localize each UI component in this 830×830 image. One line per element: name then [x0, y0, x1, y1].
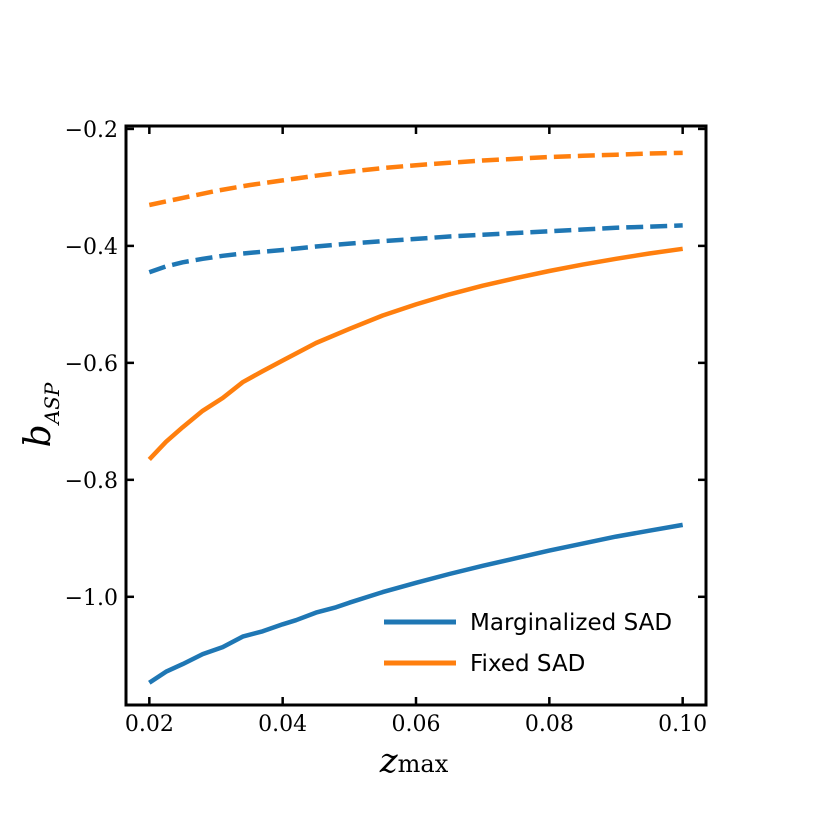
x-tick-label-4: 0.10	[658, 712, 707, 737]
x-tick-label-0: 0.02	[125, 712, 174, 737]
y-tick-label-1: −0.4	[65, 235, 118, 260]
x-axis-label: zmax	[379, 741, 449, 781]
y-axis-label: bASP	[18, 382, 64, 447]
y-tick-label-3: −0.8	[65, 469, 118, 494]
series-line-0	[148, 522, 684, 685]
x-axis-label-sub: max	[398, 750, 449, 778]
y-axis-label-base: b	[18, 424, 59, 447]
svg-text:zmax: zmax	[379, 741, 449, 781]
series-line-1	[147, 246, 684, 461]
y-tick-label-0: −0.2	[65, 118, 118, 143]
ticks-layer: 0.02 0.04 0.06 0.08 0.10 −0.2 −0.4 −0.6 −0.8 −1.0	[65, 118, 708, 737]
y-axis-label-sub: ASP	[40, 382, 64, 426]
y-tick-label-2: −0.6	[65, 352, 118, 377]
x-axis-label-base: z	[379, 741, 399, 781]
x-tick-label-1: 0.04	[258, 712, 307, 737]
x-tick-label-3: 0.08	[525, 712, 574, 737]
x-tick-label-2: 0.06	[392, 712, 441, 737]
legend: Marginalized SAD Fixed SAD	[384, 610, 672, 677]
legend-label-marginalized: Marginalized SAD	[470, 610, 672, 636]
series-layer	[147, 150, 684, 685]
y-tick-label-4: −1.0	[65, 586, 118, 611]
series-line-2	[148, 223, 683, 275]
series-line-3	[148, 150, 683, 208]
legend-label-fixed: Fixed SAD	[470, 651, 585, 677]
svg-text:bASP: bASP	[18, 382, 64, 447]
